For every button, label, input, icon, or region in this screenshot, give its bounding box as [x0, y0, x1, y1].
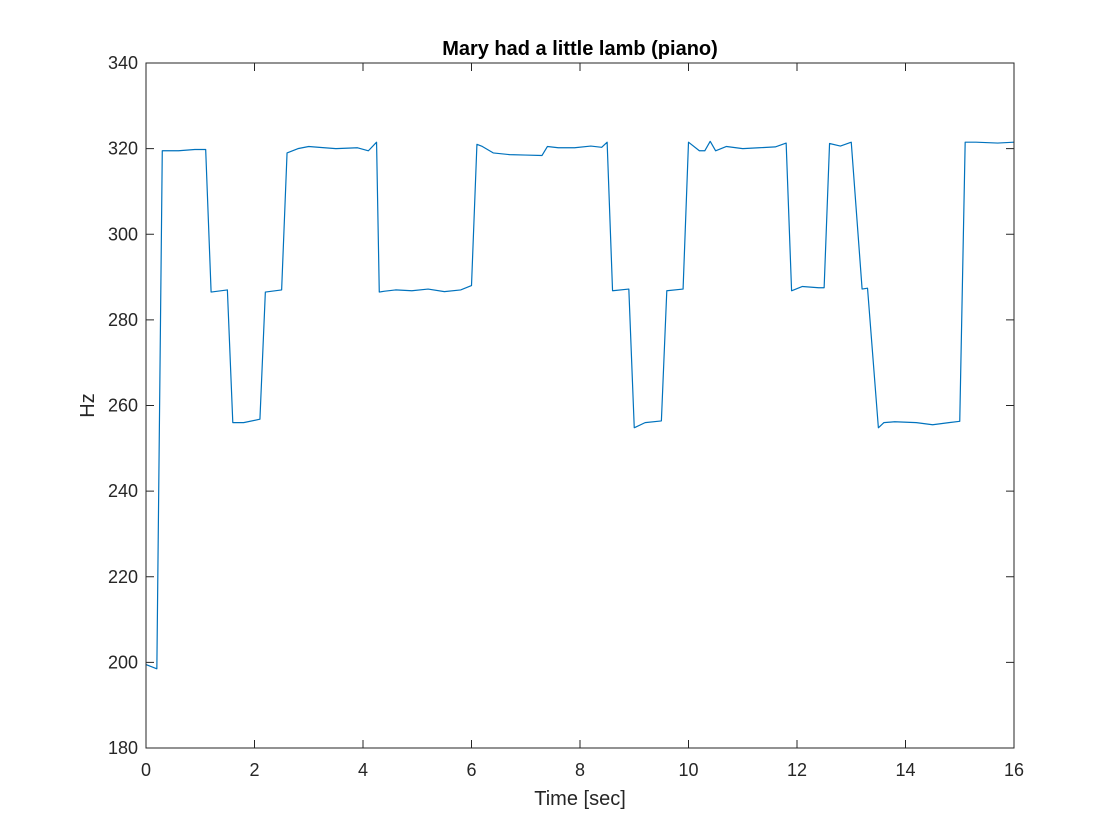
chart-title: Mary had a little lamb (piano) [442, 38, 718, 60]
x-tick-label: 14 [895, 760, 915, 780]
x-tick-label: 0 [141, 760, 151, 780]
series-line-1 [145, 140, 1015, 670]
x-tick-label: 12 [787, 760, 807, 780]
ticks-layer: 0 2 4 6 8 10 12 14 16 180 200 220 240 260 280 300 320 340 [108, 53, 1024, 780]
x-tick-label: 8 [575, 760, 585, 780]
x-tick-label: 6 [466, 760, 476, 780]
y-tick-label: 260 [108, 396, 138, 416]
y-tick-label: 300 [108, 224, 138, 244]
y-tick-label: 220 [108, 567, 138, 587]
y-tick-label: 280 [108, 310, 138, 330]
x-tick-label: 16 [1004, 760, 1024, 780]
y-tick-label: 180 [108, 738, 138, 758]
plot-area [146, 63, 1014, 748]
x-tick-label: 2 [249, 760, 259, 780]
x-tick-label: 10 [678, 760, 698, 780]
y-tick-label: 340 [108, 53, 138, 73]
y-tick-label: 320 [108, 139, 138, 159]
y-tick-label: 200 [108, 652, 138, 672]
x-axis-label: Time [sec] [534, 788, 626, 810]
y-tick-label: 240 [108, 481, 138, 501]
data-layer [145, 140, 1015, 670]
y-axis-label: Hz [77, 393, 99, 417]
x-tick-label: 4 [358, 760, 368, 780]
